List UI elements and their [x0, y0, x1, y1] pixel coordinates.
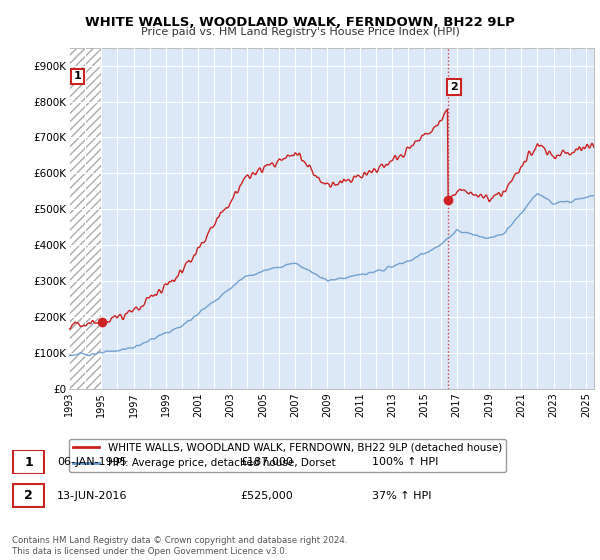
Text: 100% ↑ HPI: 100% ↑ HPI: [372, 457, 439, 467]
FancyBboxPatch shape: [13, 450, 44, 474]
Text: 2: 2: [24, 489, 33, 502]
Text: 2: 2: [450, 82, 458, 92]
Text: £525,000: £525,000: [240, 491, 293, 501]
Text: Contains HM Land Registry data © Crown copyright and database right 2024.
This d: Contains HM Land Registry data © Crown c…: [12, 536, 347, 556]
Text: 37% ↑ HPI: 37% ↑ HPI: [372, 491, 431, 501]
Bar: [69, 48, 102, 389]
Text: 1: 1: [24, 455, 33, 469]
Text: WHITE WALLS, WOODLAND WALK, FERNDOWN, BH22 9LP: WHITE WALLS, WOODLAND WALK, FERNDOWN, BH…: [85, 16, 515, 29]
Text: £187,000: £187,000: [240, 457, 293, 467]
Text: 13-JUN-2016: 13-JUN-2016: [57, 491, 128, 501]
FancyBboxPatch shape: [13, 484, 44, 507]
Text: Price paid vs. HM Land Registry's House Price Index (HPI): Price paid vs. HM Land Registry's House …: [140, 27, 460, 37]
Text: 06-JAN-1995: 06-JAN-1995: [57, 457, 127, 467]
Text: 1: 1: [74, 71, 82, 81]
Legend: WHITE WALLS, WOODLAND WALK, FERNDOWN, BH22 9LP (detached house), HPI: Average pr: WHITE WALLS, WOODLAND WALK, FERNDOWN, BH…: [69, 439, 506, 472]
